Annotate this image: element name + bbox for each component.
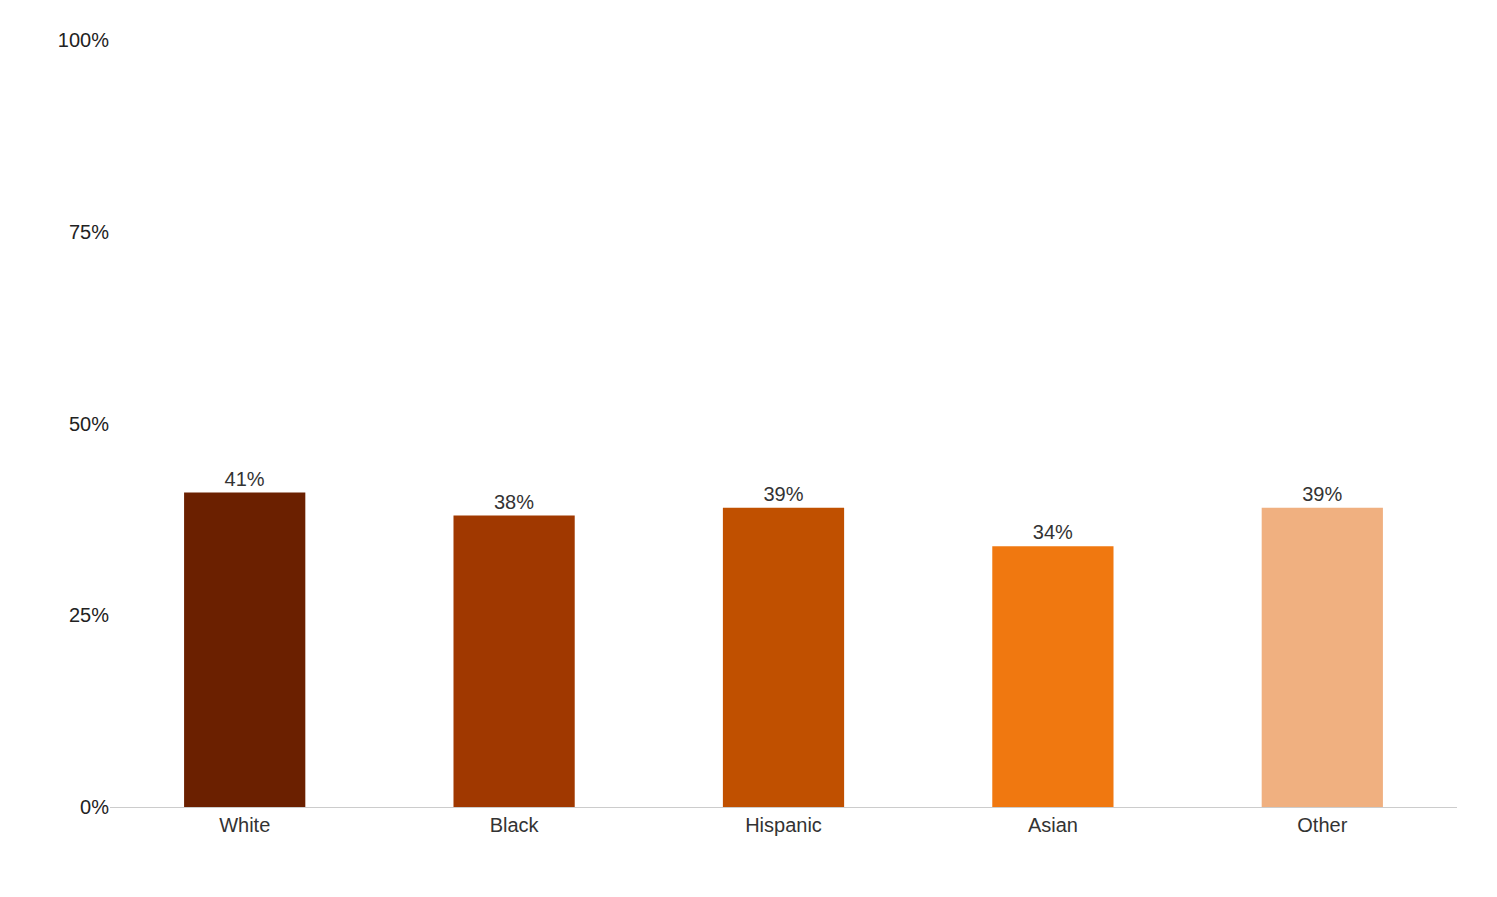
svg-text:75%: 75% [69,221,109,243]
svg-text:41%: 41% [225,468,265,490]
svg-text:Black: Black [490,814,540,836]
svg-text:39%: 39% [763,483,803,505]
svg-text:38%: 38% [494,491,534,513]
svg-text:100%: 100% [58,29,109,51]
svg-text:0%: 0% [80,796,109,818]
svg-text:50%: 50% [69,413,109,435]
svg-text:39%: 39% [1302,483,1342,505]
svg-text:25%: 25% [69,604,109,626]
svg-text:Asian: Asian [1028,814,1078,836]
svg-text:Hispanic: Hispanic [745,814,822,836]
svg-text:White: White [219,814,270,836]
svg-text:34%: 34% [1033,521,1073,543]
svg-text:Other: Other [1297,814,1347,836]
